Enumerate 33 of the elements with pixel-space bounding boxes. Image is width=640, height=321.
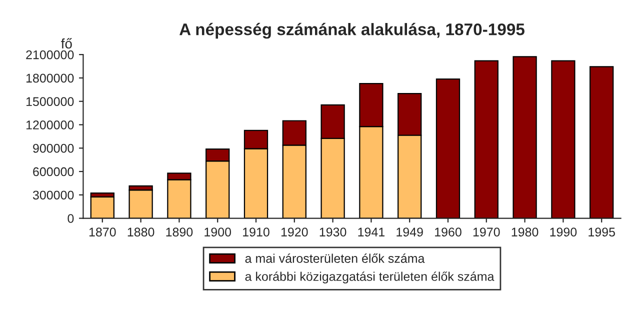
bar — [128, 190, 153, 218]
x-tick-label: 1990 — [550, 228, 577, 236]
bar — [512, 56, 537, 218]
x-tick-label: 1910 — [243, 228, 270, 236]
y-tick-label: 300000 — [32, 190, 74, 200]
x-tick-label: 1941 — [358, 228, 384, 236]
legend-label: a korábbi közigazgatási területen élők száma — [245, 272, 494, 284]
bar — [474, 60, 498, 218]
x-tick-label: 1920 — [281, 228, 308, 236]
bar — [90, 196, 114, 218]
x-tick-label: 1900 — [204, 228, 232, 236]
x-tick-label: 1880 — [128, 228, 154, 236]
x-tick-label: 1949 — [396, 228, 423, 236]
bar — [436, 78, 460, 218]
x-tick-label: 1870 — [89, 228, 116, 236]
y-tick-label: 2100000 — [26, 50, 74, 60]
y-axis-title: fő — [61, 38, 72, 49]
y-tick-label: 600000 — [33, 167, 74, 176]
x-tick-label: 1970 — [473, 228, 500, 236]
bar — [590, 66, 614, 218]
bar — [551, 60, 576, 218]
x-tick-label: 1960 — [435, 228, 462, 236]
y-tick-label: 1500000 — [26, 97, 74, 106]
x-tick-label: 1980 — [512, 228, 538, 236]
legend-label: a mai városterületen élők száma — [245, 254, 425, 263]
y-tick-label: 900000 — [33, 144, 74, 153]
y-tick-label: 1200000 — [26, 120, 74, 130]
x-tick-label: 1890 — [166, 228, 193, 236]
chart-title: A népesség számának alakulása, 1870-1995 — [179, 22, 524, 39]
y-tick-label: 1800000 — [26, 74, 74, 83]
x-tick-label: 1995 — [588, 228, 615, 236]
x-tick-label: 1930 — [320, 228, 346, 236]
y-tick-label: 0 — [68, 214, 74, 223]
